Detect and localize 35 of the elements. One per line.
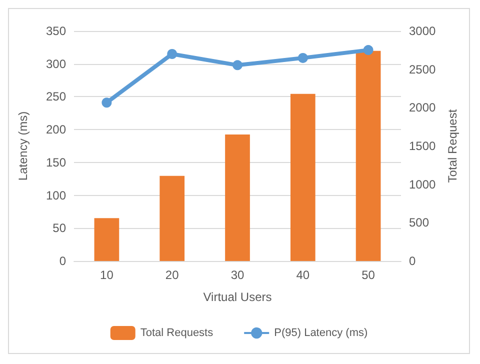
y2-tick-label: 2000	[409, 100, 436, 115]
legend-label: P(95) Latency (ms)	[274, 327, 368, 339]
x-tick-label: 50	[362, 268, 376, 282]
y-tick-label: 300	[46, 56, 66, 71]
legend-label: Total Requests	[140, 327, 214, 339]
point	[363, 45, 374, 56]
y-axis-title: Latency (ms)	[16, 111, 30, 181]
bar	[225, 134, 250, 261]
point	[232, 60, 242, 70]
bar	[160, 176, 185, 261]
y2-axis-title: Total Request	[446, 108, 460, 183]
y2-tick-label: 2500	[409, 62, 436, 76]
x-axis-title: Virtual Users	[203, 290, 272, 304]
x-tick-label: 40	[296, 268, 310, 282]
point	[167, 49, 178, 59]
y-tick-label: 50	[52, 221, 66, 236]
point	[298, 52, 308, 63]
y2-tick-label: 500	[409, 216, 430, 230]
y2-tick-label: 1500	[409, 139, 436, 153]
y-tick-label: 0	[59, 254, 66, 268]
bar	[356, 50, 381, 261]
y-tick-label: 200	[46, 122, 66, 137]
y-tick-label: 100	[46, 188, 66, 202]
x-tick-label: 20	[165, 268, 180, 282]
y2-tick-label: 1000	[409, 177, 436, 192]
bar	[94, 218, 120, 261]
y-tick-label: 250	[46, 90, 66, 104]
bar	[290, 94, 316, 261]
y2-tick-label: 0	[409, 254, 416, 268]
point	[102, 98, 112, 108]
x-tick-label: 30	[230, 268, 244, 282]
x-tick-label: 10	[100, 268, 114, 282]
y2-tick-label: 3000	[409, 24, 436, 38]
y-tick-label: 350	[46, 24, 66, 38]
y-tick-label: 150	[46, 155, 66, 170]
